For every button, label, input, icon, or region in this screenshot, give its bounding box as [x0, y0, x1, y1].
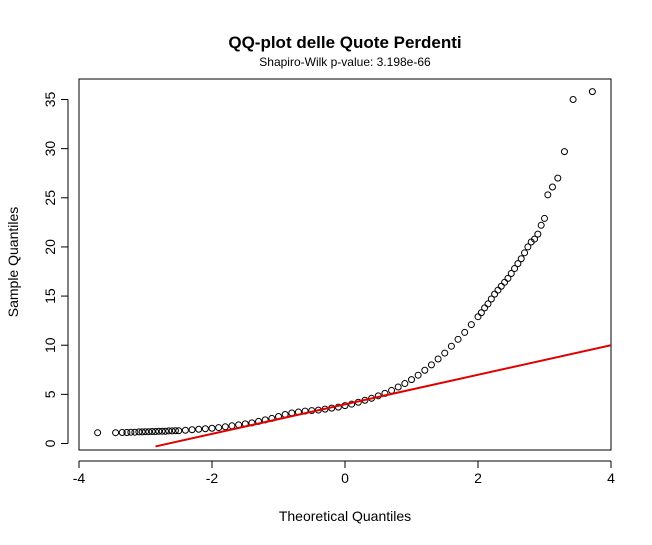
qq-point	[521, 249, 529, 257]
qq-point	[497, 282, 505, 290]
qq-point	[148, 428, 156, 436]
x-tick-label: 4	[607, 470, 615, 486]
qq-point	[537, 221, 545, 229]
qq-point	[401, 380, 409, 388]
qq-point	[165, 427, 173, 435]
y-tick-label: 25	[42, 190, 58, 206]
qq-point	[188, 426, 196, 434]
qq-point	[531, 235, 539, 243]
plot-frame	[78, 78, 612, 451]
qq-point	[441, 349, 449, 357]
chart-title: QQ-plot delle Quote Perdenti	[228, 33, 461, 52]
y-tick-label: 35	[42, 92, 58, 108]
y-tick-label: 15	[42, 288, 58, 304]
qq-point	[94, 429, 102, 437]
qq-point	[138, 428, 146, 436]
qq-point	[474, 313, 482, 321]
qq-point	[544, 191, 552, 199]
qq-point	[394, 383, 402, 391]
qq-point	[201, 425, 209, 433]
qq-point	[221, 423, 229, 431]
qq-point	[127, 428, 135, 436]
qq-point	[481, 304, 489, 312]
qq-point	[534, 230, 542, 238]
qq-point	[228, 422, 236, 430]
qq-point	[467, 321, 475, 329]
qq-point	[484, 300, 492, 308]
x-axis-label: Theoretical Quantiles	[279, 508, 411, 524]
x-tick-label: 0	[341, 470, 349, 486]
x-tick-label: -4	[73, 470, 86, 486]
qq-point	[524, 243, 532, 251]
qq-point	[161, 427, 169, 435]
qq-point	[175, 427, 183, 435]
x-axis: -4 -2 0 2 4	[73, 460, 615, 486]
qq-point	[168, 427, 176, 435]
qq-point	[215, 424, 223, 432]
qq-point	[491, 290, 499, 298]
y-tick-label: 30	[42, 141, 58, 157]
qq-point	[123, 428, 131, 436]
y-tick-label: 10	[42, 337, 58, 353]
data-points	[94, 88, 596, 437]
qq-point	[569, 96, 577, 103]
qq-point	[408, 376, 415, 384]
reference-line	[155, 344, 611, 448]
qq-point	[588, 88, 596, 96]
qq-point	[477, 309, 485, 317]
qq-point	[195, 425, 203, 433]
qq-point	[131, 428, 139, 436]
x-tick-label: 2	[474, 470, 482, 486]
qq-point	[112, 429, 120, 437]
qq-point	[461, 328, 469, 336]
qq-point	[151, 428, 159, 436]
qq-point	[494, 286, 502, 294]
qq-point	[504, 274, 512, 282]
y-tick-label: 0	[42, 439, 58, 447]
y-tick-label: 20	[42, 239, 58, 255]
qq-point	[135, 428, 143, 436]
qq-point	[171, 427, 179, 435]
qq-point	[208, 424, 216, 432]
qq-point	[487, 295, 495, 303]
qq-point	[554, 174, 562, 182]
qq-point	[158, 427, 166, 435]
qq-point	[145, 428, 153, 436]
qq-point	[421, 366, 429, 374]
qq-point	[454, 335, 462, 343]
qq-point	[118, 428, 126, 436]
qq-point	[501, 278, 509, 286]
chart-subtitle: Shapiro-Wilk p-value: 3.198e-66	[259, 55, 431, 69]
qq-point	[181, 426, 189, 434]
qq-point	[155, 427, 163, 435]
y-tick-label: 5	[42, 390, 58, 398]
qq-point	[560, 148, 568, 156]
qq-point	[514, 260, 522, 268]
qq-point	[447, 342, 455, 350]
qq-point	[511, 265, 519, 273]
qq-point	[142, 428, 149, 436]
qq-point	[507, 269, 515, 277]
qq-point	[414, 371, 422, 379]
qq-point	[541, 214, 548, 222]
y-axis-label: Sample Quantiles	[5, 207, 21, 318]
qq-point	[427, 361, 435, 369]
qq-point	[434, 355, 442, 363]
qq-point	[517, 255, 525, 263]
x-tick-label: -2	[206, 470, 219, 486]
y-axis: 0 5 10 15 20 25 30 35	[42, 92, 69, 447]
qq-point	[548, 183, 556, 191]
